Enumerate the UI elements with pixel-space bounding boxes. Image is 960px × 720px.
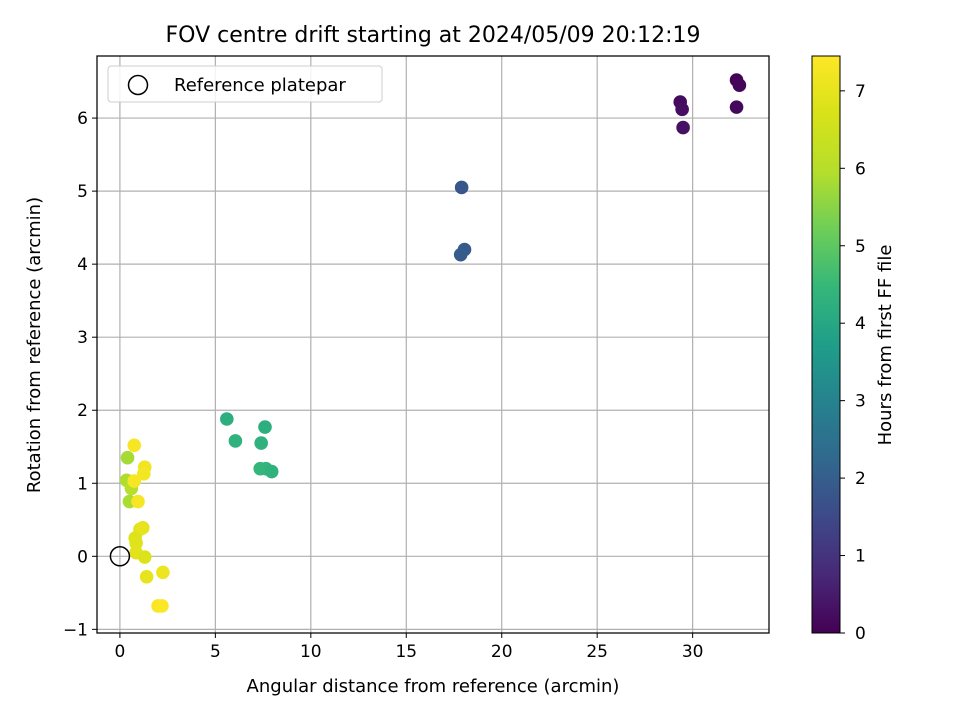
data-point [729,100,744,114]
data-point [675,102,689,117]
y-tick-label: 5 [77,182,88,202]
colorbar-tick-label: 5 [855,237,866,257]
y-tick-label: 4 [77,255,88,275]
grid-lines [97,56,769,633]
colorbar-tick-label: 1 [855,547,866,567]
x-axis-label: Angular distance from reference (arcmin) [247,676,620,697]
x-tick-label: 15 [395,642,417,662]
data-point [254,436,268,450]
y-axis-label: Rotation from reference (arcmin) [24,197,45,493]
colorbar-gradient [811,55,841,634]
data-point [258,420,272,434]
legend-open-circle-marker [127,74,149,96]
data-point [137,550,152,564]
x-axis-ticks: 0 5 10 15 20 25 30 [114,633,703,662]
data-point [139,569,154,584]
data-point [732,78,747,93]
data-point [228,434,243,448]
data-point [453,247,468,262]
x-tick-label: 10 [300,642,322,662]
colorbar-tick-label: 0 [855,624,866,644]
legend-entry-label: Reference platepar [174,75,346,96]
data-point [454,180,469,195]
data-point [155,599,169,613]
colorbar: 0 1 2 3 4 5 6 7 Hours from first FF file [811,55,896,644]
y-axis-ticks: −1 0 1 2 3 4 5 6 [63,109,97,640]
data-points [119,73,747,613]
colorbar-tick-label: 6 [855,159,866,179]
y-tick-label: 0 [77,547,88,567]
data-point [220,412,234,426]
y-tick-label: 3 [77,328,88,348]
colorbar-tick-label: 7 [855,82,866,102]
y-tick-label: 2 [77,401,88,421]
x-tick-label: 20 [491,642,513,662]
y-tick-label: 6 [77,109,88,129]
legend-box [107,65,383,103]
legend: Reference platepar [107,65,383,103]
x-tick-label: 30 [682,642,704,662]
data-point [136,521,150,535]
colorbar-label: Hours from first FF file [875,245,896,446]
data-point [131,494,145,509]
data-point [676,120,690,135]
colorbar-ticks: 0 1 2 3 4 5 6 7 [840,82,866,644]
x-tick-label: 5 [210,642,221,662]
data-point [127,438,142,453]
data-point [127,474,142,488]
colorbar-tick-label: 4 [855,314,866,334]
chart-title: FOV centre drift starting at 2024/05/09 … [166,23,701,48]
data-point [129,536,143,550]
colorbar-tick-label: 3 [855,392,866,412]
data-point [156,565,170,580]
x-tick-label: 25 [586,642,608,662]
data-point [136,466,151,481]
x-tick-label: 0 [114,642,125,662]
reference-platepar-marker [109,546,131,567]
plot-frame [96,55,770,634]
y-tick-label: −1 [63,620,88,640]
data-point [264,464,279,479]
y-tick-label: 1 [77,474,88,494]
data-point [120,450,135,465]
colorbar-tick-label: 2 [855,469,866,489]
